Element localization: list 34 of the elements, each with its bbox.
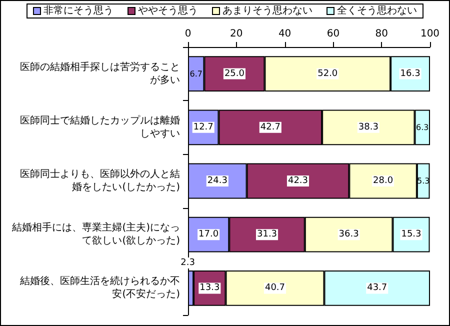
legend-label: ややそう思う: [138, 6, 198, 16]
data-label: 6.7: [190, 69, 202, 78]
x-tick-label: 100: [420, 28, 440, 40]
legend-label: 全くそう思わない: [337, 4, 417, 16]
data-label: 17.0: [198, 230, 219, 240]
data-label: 25.0: [224, 68, 245, 79]
data-label: 36.3: [338, 230, 359, 240]
x-tick-label: 40: [278, 28, 292, 40]
y-tick-label: 結婚相手には、専業主婦(主夫)になって欲しい(欲しかった): [11, 222, 180, 247]
legend-label: 非常にそう思う: [44, 4, 114, 16]
x-tick-label: 80: [375, 28, 388, 40]
data-label: 16.3: [400, 68, 420, 79]
data-label: 6.3: [416, 122, 429, 132]
data-label: 52.0: [318, 68, 338, 79]
y-tick-label: 医師同士よりも、医師以外の人と結婚をしたい(したかった): [20, 168, 180, 193]
y-tick-label: 医師の結婚相手探しは苦労することが多い: [20, 60, 180, 86]
data-label: 43.7: [367, 283, 388, 294]
data-label: 40.7: [264, 283, 286, 294]
x-tick-label: 60: [326, 28, 340, 40]
data-label: 31.3: [256, 230, 278, 240]
data-label: 13.3: [200, 283, 220, 294]
data-label: 12.7: [193, 122, 214, 132]
data-label: 24.3: [207, 176, 228, 186]
legend-label: あまりそう思わない: [222, 6, 312, 16]
data-label: 2.3: [180, 258, 195, 268]
x-tick-label: 0: [184, 28, 192, 40]
data-label: 38.3: [358, 122, 378, 132]
data-label: 42.3: [288, 176, 308, 186]
data-label: 15.3: [401, 230, 422, 240]
x-tick-label: 20: [230, 28, 243, 40]
data-label: 42.7: [260, 122, 280, 132]
y-tick-label: 結婚後、医師生活を続けられるか不安(不安だった): [19, 275, 180, 300]
y-tick-label: 医師同士で結婚したカップルは離婚しやすい: [20, 114, 180, 140]
data-label: 28.0: [373, 176, 394, 186]
